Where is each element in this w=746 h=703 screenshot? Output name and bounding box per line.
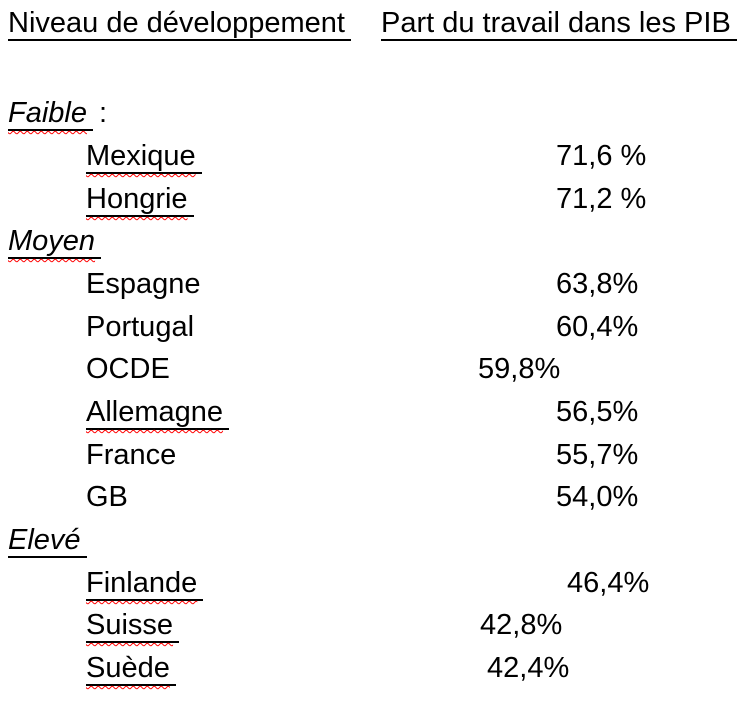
column-header-development-level: Niveau de développement [8,6,351,41]
row-label-allemagne: Allemagne [86,395,230,430]
row-value-hongrie: 71,2 % [556,183,647,215]
row-label-mexique-text: Mexique [86,140,196,172]
column-header-labour-share-text: Part du travail dans les PIB [381,7,737,41]
row-label-espagne: Espagne [86,268,201,300]
row-label-suede-text: Suède [86,652,170,684]
section-label-eleve: Elevé [8,523,87,558]
section-label-moyen-text: Moyen [8,225,96,257]
section-faible-colon: : [99,97,108,129]
row-label-ocde: OCDE [86,353,170,385]
section-heading-moyen: Moyen [0,224,746,264]
column-header-development-level-text: Niveau de développement [8,7,351,41]
section-heading-eleve: Elevé [0,523,746,563]
row-label-hongrie: Hongrie [86,182,194,217]
row-label-hongrie-text: Hongrie [86,183,188,215]
table-row: France 55,7% [0,438,746,478]
row-value-suede: 42,4% [487,652,570,684]
table-row: OCDE 59,8% [0,352,746,392]
row-value-ocde: 59,8% [478,353,561,385]
section-label-faible: Faible: [8,96,108,131]
row-value-gb: 54,0% [556,481,639,513]
section-label-eleve-text: Elevé [8,524,87,558]
table-row: Suède 42,4% [0,651,746,691]
table-row: GB 54,0% [0,480,746,520]
row-label-allemagne-text: Allemagne [86,396,224,428]
table-row: Portugal 60,4% [0,310,746,350]
row-label-finlande: Finlande [86,566,204,601]
row-value-france: 55,7% [556,439,639,471]
section-label-faible-text: Faible [8,97,87,129]
row-value-finlande: 46,4% [567,567,650,599]
table-row: Finlande 46,4% [0,566,746,606]
row-label-finlande-text: Finlande [86,567,198,599]
row-label-suisse: Suisse [86,608,180,643]
row-value-portugal: 60,4% [556,311,639,343]
section-heading-faible: Faible: [0,96,746,136]
row-value-allemagne: 56,5% [556,396,639,428]
row-label-suede: Suède [86,651,176,686]
row-label-gb: GB [86,481,128,513]
column-header-labour-share: Part du travail dans les PIB [381,6,737,41]
table-row: Mexique 71,6 % [0,139,746,179]
table-row: Suisse 42,8% [0,608,746,648]
table-header-row: Niveau de développement Part du travail … [0,6,746,46]
row-label-suisse-text: Suisse [86,609,174,641]
section-label-moyen: Moyen [8,224,102,259]
row-label-mexique: Mexique [86,139,202,174]
row-label-portugal: Portugal [86,311,195,343]
row-value-suisse: 42,8% [480,609,563,641]
table-row: Espagne 63,8% [0,267,746,307]
table-row: Allemagne 56,5% [0,395,746,435]
table-row: Hongrie 71,2 % [0,182,746,222]
row-value-mexique: 71,6 % [556,140,647,172]
row-label-france: France [86,439,177,471]
row-value-espagne: 63,8% [556,268,639,300]
